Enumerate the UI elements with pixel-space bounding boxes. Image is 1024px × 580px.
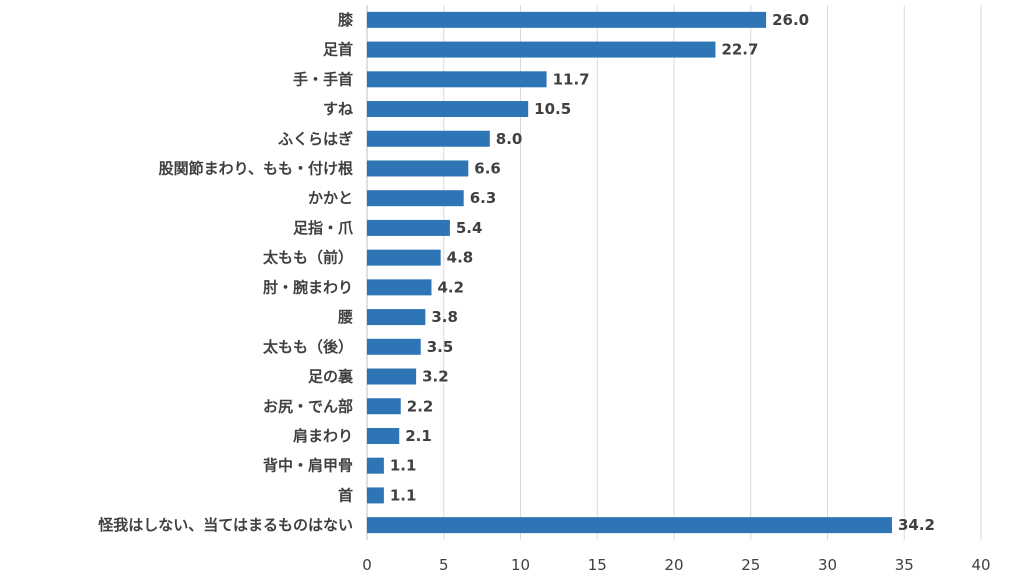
value-label: 22.7 bbox=[721, 41, 758, 59]
category-label: 股関節まわり、もも・付け根 bbox=[159, 159, 353, 177]
x-tick-label: 15 bbox=[588, 556, 607, 574]
x-tick-label: 10 bbox=[511, 556, 530, 574]
x-tick-label: 35 bbox=[895, 556, 914, 574]
bar bbox=[367, 398, 401, 415]
bar bbox=[367, 130, 490, 147]
value-label: 3.2 bbox=[422, 368, 449, 386]
category-label: 首 bbox=[338, 486, 353, 504]
category-label: すね bbox=[323, 100, 353, 118]
value-label: 6.6 bbox=[474, 159, 501, 177]
bar bbox=[367, 309, 426, 326]
category-label: 太もも（後） bbox=[263, 338, 353, 356]
value-label: 8.0 bbox=[496, 130, 523, 148]
bar bbox=[367, 190, 464, 207]
value-label: 2.1 bbox=[405, 427, 432, 445]
x-tick-label: 40 bbox=[971, 556, 990, 574]
x-tick-label: 5 bbox=[439, 556, 449, 574]
value-label: 2.2 bbox=[407, 397, 434, 415]
bar bbox=[367, 279, 432, 296]
value-label: 10.5 bbox=[534, 100, 571, 118]
category-label: お尻・でん部 bbox=[263, 397, 353, 415]
category-label: 足指・爪 bbox=[293, 219, 354, 237]
category-label: 手・手首 bbox=[293, 70, 353, 88]
x-tick-label: 20 bbox=[664, 556, 683, 574]
bar bbox=[367, 41, 716, 58]
value-label: 3.5 bbox=[427, 338, 454, 356]
bar bbox=[367, 101, 529, 118]
category-label: ふくらはぎ bbox=[278, 130, 353, 148]
bar bbox=[367, 517, 892, 534]
category-label: かかと bbox=[308, 189, 353, 207]
bar bbox=[367, 11, 767, 28]
bar bbox=[367, 338, 421, 355]
x-tick-label: 25 bbox=[741, 556, 760, 574]
category-label: 怪我はしない、当てはまるものはない bbox=[98, 516, 353, 534]
value-label: 34.2 bbox=[898, 516, 935, 534]
value-label: 3.8 bbox=[431, 308, 458, 326]
bar bbox=[367, 427, 400, 444]
category-label: 腰 bbox=[337, 308, 353, 326]
category-label: 足首 bbox=[323, 41, 353, 59]
value-label: 5.4 bbox=[456, 219, 483, 237]
bar bbox=[367, 71, 547, 88]
category-label: 背中・肩甲骨 bbox=[263, 457, 353, 475]
value-label: 4.2 bbox=[437, 278, 464, 296]
category-label: 肘・腕まわり bbox=[263, 278, 353, 296]
x-tick-label: 30 bbox=[818, 556, 837, 574]
value-label: 4.8 bbox=[447, 249, 474, 267]
value-label: 11.7 bbox=[553, 70, 590, 88]
value-label: 6.3 bbox=[470, 189, 497, 207]
bar bbox=[367, 457, 384, 474]
category-label: 肩まわり bbox=[293, 427, 353, 445]
bar bbox=[367, 219, 450, 236]
x-tick-label: 0 bbox=[362, 556, 372, 574]
bar bbox=[367, 249, 441, 266]
bar bbox=[367, 487, 384, 504]
bar bbox=[367, 160, 469, 177]
value-label: 26.0 bbox=[772, 11, 809, 29]
category-label: 太もも（前） bbox=[263, 249, 353, 267]
bar bbox=[367, 368, 417, 385]
value-label: 1.1 bbox=[390, 486, 417, 504]
category-label: 膝 bbox=[338, 11, 354, 29]
value-label: 1.1 bbox=[390, 457, 417, 475]
category-label: 足の裏 bbox=[308, 368, 354, 386]
